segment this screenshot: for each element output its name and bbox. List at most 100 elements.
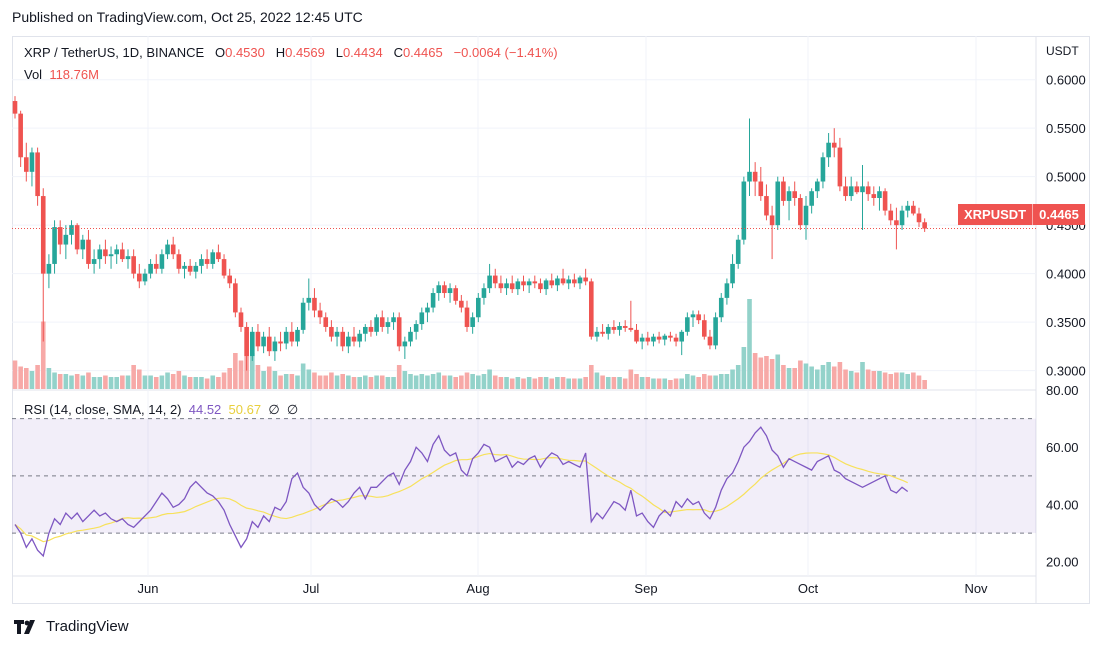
volume-bar bbox=[57, 374, 63, 389]
volume-bar bbox=[685, 374, 690, 389]
candle-body bbox=[702, 320, 707, 337]
volume-bar bbox=[809, 366, 814, 389]
volume-bar bbox=[193, 377, 199, 389]
volume-bar bbox=[815, 369, 820, 389]
rsi-tick-label: 80.00 bbox=[1046, 383, 1079, 398]
volume-bar bbox=[317, 375, 323, 389]
price-tag-symbol: XRPUSDT bbox=[964, 207, 1027, 222]
candle-body bbox=[487, 275, 492, 289]
candle-body bbox=[227, 275, 232, 284]
volume-bar bbox=[464, 372, 470, 389]
candle-body bbox=[363, 326, 368, 334]
candle-body bbox=[656, 336, 662, 340]
candle-body bbox=[752, 171, 758, 182]
volume-bar bbox=[159, 375, 165, 389]
volume-bar bbox=[735, 365, 741, 389]
candle-body bbox=[176, 254, 182, 269]
candle-body bbox=[724, 283, 730, 298]
volume-bar bbox=[233, 353, 238, 389]
volume-bar bbox=[899, 372, 905, 389]
volume-bar bbox=[470, 374, 475, 389]
volume-bar bbox=[142, 375, 148, 389]
volume-bar bbox=[594, 372, 600, 389]
volume-bar bbox=[306, 369, 312, 389]
volume-bar bbox=[430, 374, 436, 389]
volume-bar bbox=[492, 375, 498, 389]
candle-body bbox=[860, 186, 865, 193]
ohlc-legend: XRP / TetherUS, 1D, BINANCE O0.4530 H0.4… bbox=[24, 45, 558, 60]
volume-bar bbox=[103, 375, 108, 389]
rsi-tick-label: 40.00 bbox=[1046, 497, 1079, 512]
candle-body bbox=[498, 283, 504, 289]
candle-body bbox=[182, 265, 187, 269]
candle-body bbox=[922, 222, 927, 229]
volume-bar bbox=[775, 354, 781, 389]
volume-bar bbox=[487, 369, 492, 389]
volume-bar bbox=[153, 377, 159, 389]
candle-body bbox=[645, 337, 651, 342]
volume-bar bbox=[323, 375, 329, 389]
time-tick-label: Jun bbox=[138, 581, 159, 596]
volume-bar bbox=[216, 377, 221, 389]
footer-brand[interactable]: TradingView bbox=[14, 618, 129, 635]
candle-body bbox=[577, 277, 583, 284]
volume-bar bbox=[543, 377, 549, 389]
volume-bar bbox=[724, 374, 730, 389]
volume-bar bbox=[12, 360, 18, 389]
volume-bar bbox=[837, 362, 843, 389]
candle-body bbox=[436, 285, 442, 294]
volume-bar bbox=[459, 375, 464, 389]
volume-bar bbox=[549, 378, 555, 389]
candle-body bbox=[193, 265, 199, 272]
price-tag-divider bbox=[1032, 204, 1034, 225]
volume-bar bbox=[425, 375, 430, 389]
volume-bar bbox=[662, 378, 668, 389]
volume-bar bbox=[261, 371, 266, 389]
volume-bar bbox=[272, 371, 278, 389]
volume-bar bbox=[634, 374, 639, 389]
candle-body bbox=[662, 335, 668, 340]
candle-body bbox=[803, 205, 809, 226]
volume-bar bbox=[509, 378, 515, 389]
candle-body bbox=[396, 317, 402, 347]
candle-body bbox=[481, 288, 487, 298]
volume-bar bbox=[97, 377, 103, 389]
volume-bar bbox=[713, 375, 718, 389]
volume-bar bbox=[860, 362, 865, 389]
last-price-tag: XRPUSDT 0.4465 bbox=[958, 204, 1085, 225]
volume-bar bbox=[346, 375, 351, 389]
volume-bar bbox=[572, 378, 577, 389]
candle-body bbox=[549, 280, 555, 286]
candle-body bbox=[877, 191, 882, 198]
volume-bar bbox=[396, 365, 402, 389]
volume-bar bbox=[453, 377, 458, 389]
volume-bar bbox=[35, 365, 40, 389]
candle-body bbox=[312, 297, 317, 311]
candle-body bbox=[52, 227, 57, 264]
candle-body bbox=[707, 336, 713, 346]
candle-body bbox=[622, 326, 628, 328]
candle-body bbox=[74, 225, 80, 250]
change-value: −0.0064 (−1.41%) bbox=[453, 45, 558, 60]
volume-bar bbox=[504, 377, 509, 389]
volume-bar bbox=[278, 375, 283, 389]
volume-bar bbox=[18, 366, 23, 389]
chart-frame[interactable] bbox=[12, 36, 1090, 604]
close-label: C bbox=[393, 45, 403, 60]
volume-bar bbox=[718, 374, 724, 389]
time-tick-label: Jul bbox=[303, 581, 320, 596]
candle-body bbox=[29, 152, 35, 172]
volume-bar bbox=[668, 380, 673, 389]
rsi-line bbox=[14, 426, 909, 558]
volume-bar bbox=[605, 377, 611, 389]
candle-body bbox=[634, 329, 639, 342]
candle-body bbox=[572, 279, 577, 284]
candle-body bbox=[470, 317, 475, 327]
price-tick-label: 0.6000 bbox=[1046, 73, 1086, 88]
candle-body bbox=[125, 256, 131, 260]
candle-body bbox=[210, 252, 216, 264]
candle-body bbox=[718, 297, 724, 318]
candle-body bbox=[442, 285, 447, 294]
volume-bar bbox=[820, 365, 826, 389]
